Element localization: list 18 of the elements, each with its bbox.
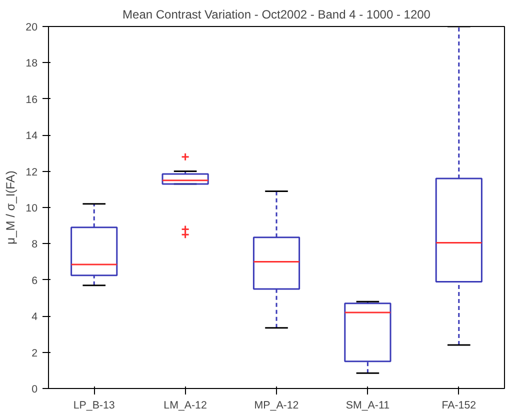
x-tick-label: FA-152 [442, 400, 476, 412]
y-tick-label: 8 [32, 238, 38, 251]
y-tick-label: 4 [32, 311, 38, 324]
y-tick-label: 16 [26, 94, 38, 106]
y-axis-title: μ_M / σ_I(FA) [4, 170, 18, 244]
y-tick-label: 18 [26, 58, 38, 70]
y-tick-label: 6 [32, 274, 38, 287]
y-tick-label: 10 [26, 202, 38, 214]
y-tick-label: 2 [32, 347, 38, 360]
y-tick-label: 14 [26, 130, 38, 142]
chart-title: Mean Contrast Variation - Oct2002 - Band 4 - 1000 - 1200 [122, 8, 431, 22]
y-tick-label: 12 [26, 166, 38, 178]
x-tick-label: MP_A-12 [254, 400, 299, 412]
x-tick-label: LM_A-12 [164, 400, 207, 412]
x-tick-label: LP_B-13 [73, 400, 115, 412]
x-tick-label: SM_A-11 [346, 400, 390, 412]
y-tick-label: 20 [26, 22, 38, 34]
y-tick-label: 0 [32, 384, 38, 396]
